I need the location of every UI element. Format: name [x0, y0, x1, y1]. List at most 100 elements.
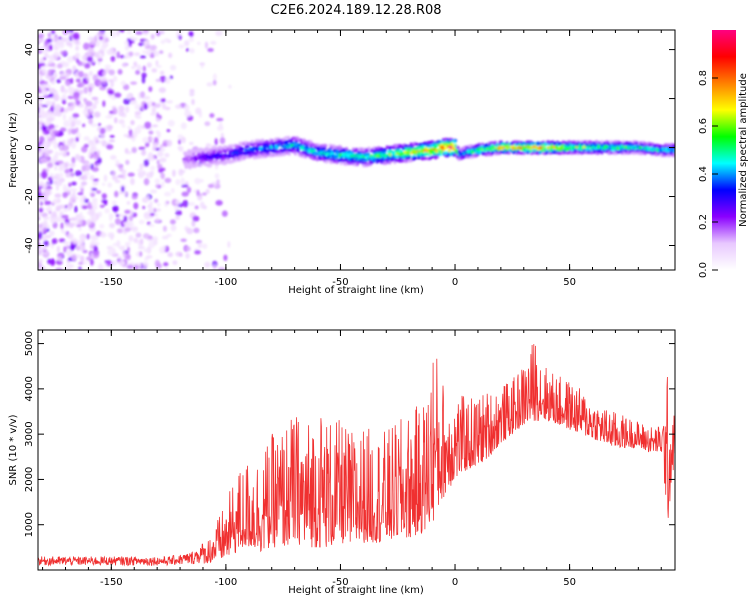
signal-blob	[383, 148, 387, 152]
signal-blob	[605, 145, 609, 149]
signal-blob	[672, 153, 675, 157]
noise-blob	[112, 205, 119, 213]
noise-blob	[51, 30, 56, 35]
noise-blob	[43, 92, 48, 96]
signal-blob	[404, 144, 408, 148]
noise-blob	[206, 82, 213, 87]
noise-blob	[97, 70, 105, 77]
noise-blob	[92, 241, 100, 246]
noise-blob	[98, 81, 102, 87]
noise-blob	[38, 251, 41, 257]
signal-blob	[598, 148, 602, 152]
noise-blob	[59, 163, 67, 171]
noise-blob	[181, 191, 189, 197]
noise-blob	[81, 205, 88, 210]
signal-blob	[330, 154, 335, 158]
noise-blob	[149, 200, 153, 206]
noise-blob	[159, 147, 166, 152]
noise-blob	[90, 252, 94, 259]
noise-blob	[191, 98, 195, 105]
noise-blob	[50, 216, 57, 224]
noise-blob	[84, 62, 91, 69]
noise-blob	[93, 178, 99, 182]
noise-blob	[119, 55, 126, 59]
signal-blob	[292, 146, 296, 150]
noise-blob	[197, 194, 203, 201]
signal-blob	[529, 149, 533, 153]
noise-blob	[51, 101, 56, 108]
noise-blob	[70, 77, 74, 84]
noise-blob	[38, 45, 45, 52]
noise-blob	[148, 130, 154, 135]
signal-blob	[507, 151, 511, 155]
noise-blob	[144, 121, 152, 129]
y-tick-label: 0	[24, 144, 35, 150]
signal-blob	[266, 151, 270, 155]
noise-blob	[160, 39, 165, 45]
noise-blob	[149, 170, 155, 176]
noise-blob	[156, 159, 160, 165]
noise-blob	[89, 174, 95, 181]
signal-blob	[639, 151, 643, 156]
noise-blob	[56, 245, 60, 253]
noise-blob	[107, 232, 113, 238]
noise-blob	[44, 152, 50, 157]
noise-blob	[155, 184, 159, 188]
signal-blob	[287, 135, 291, 140]
noise-blob	[53, 111, 57, 117]
noise-blob	[63, 241, 70, 245]
noise-blob	[158, 87, 166, 94]
signal-blob	[366, 152, 370, 156]
colorbar-tick-label: 0.2	[698, 214, 709, 230]
noise-blob	[200, 62, 204, 69]
noise-blob	[148, 86, 153, 93]
noise-blob	[209, 113, 215, 118]
spectrogram-y-ticks: -40 -20 0 20 40	[24, 43, 675, 254]
noise-blob	[38, 150, 44, 158]
signal-blob	[354, 148, 358, 153]
noise-blob	[162, 225, 167, 232]
x-tick-label: -150	[100, 277, 123, 288]
noise-blob	[75, 78, 81, 83]
noise-blob	[108, 139, 116, 143]
noise-blob	[93, 52, 100, 58]
spectrogram-x-ticks: -150 -100 -50 0 50	[42, 30, 662, 288]
noise-blob	[219, 137, 226, 145]
noise-blob	[99, 204, 105, 208]
noise-blob	[63, 120, 71, 128]
noise-blob	[150, 155, 155, 162]
noise-blob	[154, 213, 159, 217]
noise-blob	[59, 75, 67, 80]
noise-blob	[83, 42, 90, 51]
noise-blob	[175, 251, 183, 257]
noise-blob	[77, 192, 84, 196]
noise-blob	[38, 33, 45, 39]
signal-blob	[600, 140, 604, 144]
signal-blob	[231, 144, 235, 148]
noise-blob	[40, 84, 47, 92]
noise-blob	[104, 64, 111, 70]
noise-blob	[108, 213, 114, 220]
noise-blob	[45, 110, 52, 115]
noise-blob	[53, 94, 60, 102]
noise-blob	[65, 41, 73, 47]
noise-blob	[44, 53, 49, 59]
noise-blob	[78, 70, 84, 78]
snr-y-label: SNR (10 * v/v)	[8, 414, 19, 485]
noise-blob	[124, 147, 129, 154]
signal-blob	[315, 158, 319, 162]
noise-blob	[38, 141, 43, 146]
noise-blob	[70, 253, 78, 261]
noise-blob	[39, 244, 47, 251]
noise-blob	[78, 266, 82, 270]
noise-blob	[130, 81, 138, 85]
noise-blob	[47, 32, 52, 38]
noise-blob	[48, 94, 54, 98]
noise-blob	[180, 122, 187, 130]
x-tick-label: 50	[563, 577, 576, 588]
noise-blob	[152, 208, 157, 213]
y-tick-label: 40	[24, 43, 35, 56]
noise-blob	[142, 205, 146, 210]
noise-blob	[75, 99, 81, 106]
noise-blob	[175, 209, 182, 216]
